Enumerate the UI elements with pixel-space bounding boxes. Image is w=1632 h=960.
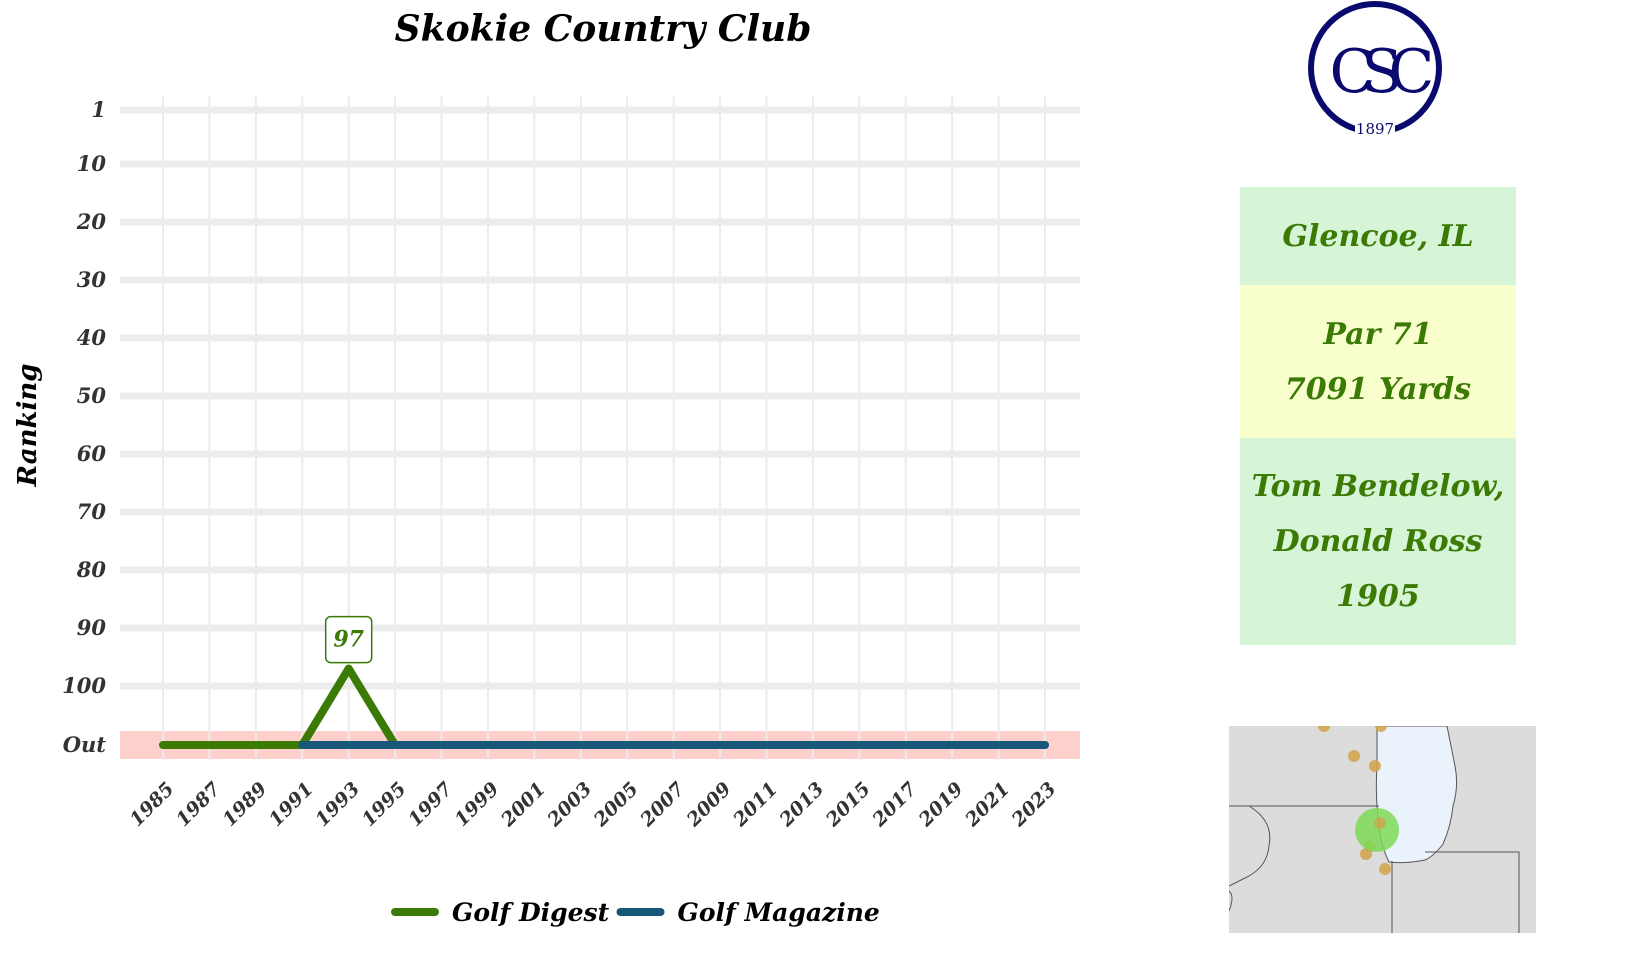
y-tick-label: 10 xyxy=(77,151,107,176)
x-tick-label: 2003 xyxy=(543,778,597,832)
x-tick-label: 1987 xyxy=(172,778,225,831)
legend-label-1: Golf Magazine xyxy=(678,898,880,927)
lake-edge-west xyxy=(1228,890,1233,912)
logo-letters: CSC xyxy=(1330,37,1432,107)
ranking-chart: Skokie Country Club Ranking 1 10 20 30 40 50 6… xyxy=(13,8,1080,927)
y-tick-label: 1 xyxy=(91,97,106,122)
x-tick-label: 2019 xyxy=(914,778,968,832)
x-tick-label: 2013 xyxy=(775,778,829,832)
map-marker xyxy=(1348,750,1360,762)
par-text: Par 71 xyxy=(1323,316,1433,352)
course-info-panel: Glencoe, IL Par 71 7091 Yards Tom Bendel… xyxy=(1240,187,1516,645)
mississippi-river xyxy=(1228,805,1271,887)
logo-year: 1897 xyxy=(1356,120,1394,138)
y-tick-label: 50 xyxy=(77,383,107,408)
chart-title: Skokie Country Club xyxy=(395,8,812,50)
architect-line-1: Tom Bendelow, xyxy=(1251,469,1505,504)
y-tick-label: 30 xyxy=(77,267,107,292)
x-tick-label: 2023 xyxy=(1007,778,1061,832)
yards-text: 7091 Yards xyxy=(1284,371,1472,407)
y-tick-label: 100 xyxy=(62,673,106,698)
x-tick-label: 1989 xyxy=(218,778,271,831)
y-tick-label: 90 xyxy=(77,615,107,640)
y-tick-label: 60 xyxy=(77,441,107,466)
club-location-highlight xyxy=(1355,808,1399,852)
x-tick-label: 1997 xyxy=(404,778,457,831)
y-tick-label: 40 xyxy=(77,325,107,350)
x-tick-label: 1993 xyxy=(311,778,364,831)
location-box: Glencoe, IL xyxy=(1240,187,1516,285)
x-tick-label: 1995 xyxy=(358,778,411,831)
y-tick-label: 20 xyxy=(76,209,107,234)
y-tick-label: 70 xyxy=(77,499,107,524)
y-tick-label: 80 xyxy=(76,557,107,582)
y-axis-label: Ranking xyxy=(13,364,43,488)
x-tick-label: 2017 xyxy=(868,778,922,832)
x-tick-label: 2005 xyxy=(589,778,643,832)
x-tick-label: 2015 xyxy=(821,778,875,832)
x-tick-label: 1991 xyxy=(265,778,318,831)
map-marker xyxy=(1360,848,1372,860)
x-tick-label: 2009 xyxy=(682,778,736,832)
map-marker xyxy=(1379,863,1391,875)
state-border-michigan xyxy=(1425,851,1520,933)
data-label-box xyxy=(324,615,373,664)
club-logo: CSC 1897 xyxy=(1305,0,1446,140)
plot-area: 1102030405060708090100Out198519871989199… xyxy=(62,96,1080,832)
x-tick-label: 2011 xyxy=(728,778,782,832)
legend-label-0: Golf Digest xyxy=(452,898,610,927)
built-year-text: 1905 xyxy=(1336,579,1420,614)
location-text: Glencoe, IL xyxy=(1282,218,1474,254)
architect-box: Tom Bendelow, Donald Ross 1905 xyxy=(1240,438,1516,645)
x-tick-label: 2001 xyxy=(496,778,550,832)
x-tick-label: 2021 xyxy=(960,778,1014,832)
map-marker xyxy=(1374,817,1386,829)
y-tick-label: Out xyxy=(63,732,107,757)
x-tick-label: 1985 xyxy=(126,778,179,831)
legend: Golf Digest Golf Magazine xyxy=(391,898,880,927)
x-tick-label: 2007 xyxy=(636,778,690,832)
architect-line-2: Donald Ross xyxy=(1273,524,1483,559)
location-map xyxy=(1228,720,1536,933)
data-label: 97 xyxy=(333,627,364,653)
x-tick-label: 1999 xyxy=(451,778,504,831)
map-marker xyxy=(1369,760,1381,772)
par-yards-box: Par 71 7091 Yards xyxy=(1240,285,1516,438)
